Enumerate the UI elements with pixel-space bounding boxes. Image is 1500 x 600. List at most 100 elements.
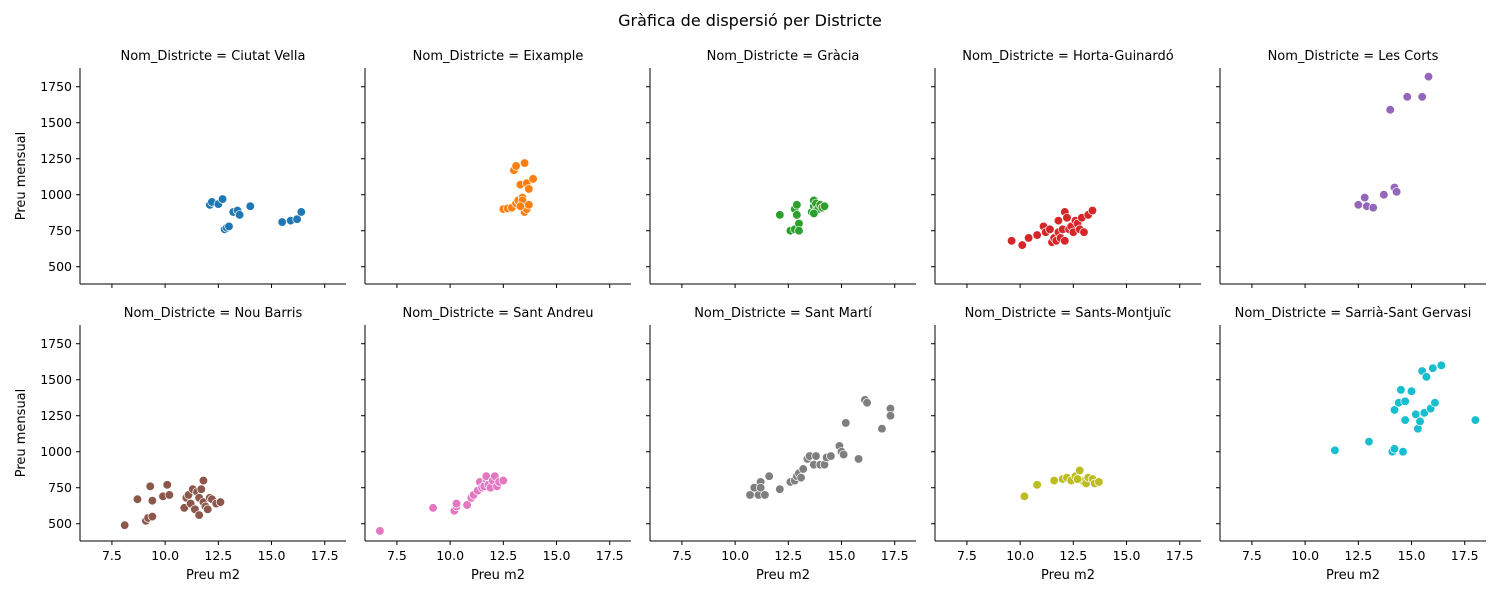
scatter-point <box>796 472 806 483</box>
x-tick-label: 15.0 <box>1398 548 1426 563</box>
x-axis-label: Preu m2 <box>1326 568 1380 583</box>
y-tick-label: 1750 <box>40 79 72 94</box>
scatter-point <box>877 424 887 434</box>
scatter-point <box>1017 240 1027 250</box>
scatter-point <box>1364 436 1374 447</box>
scatter-point <box>245 201 255 211</box>
scatter-point <box>1075 465 1085 476</box>
y-tick-label: 750 <box>48 480 72 495</box>
scatter-point <box>1385 105 1395 115</box>
facet-panel: Nom_Districte = Sants-Montjuïc 7.5 10.0 12.… <box>931 306 1201 583</box>
scatter-point <box>1389 405 1400 415</box>
panel-title: Nom_Districte = Sants-Montjuïc <box>965 306 1172 321</box>
x-axis-label: Preu m2 <box>471 568 525 583</box>
scatter-point <box>1062 213 1072 223</box>
panel-title: Nom_Districte = Horta-Guinardó <box>962 49 1173 64</box>
facet-panel: Nom_Districte = Sarrià-Sant Gervasi 7.5 10… <box>1216 306 1486 583</box>
x-tick-label: 10.0 <box>151 548 179 563</box>
x-tick-label: 7.5 <box>102 548 122 563</box>
scatter-point <box>756 483 766 493</box>
panel-title: Nom_Districte = Eixample <box>413 49 584 64</box>
scatter-point <box>524 184 534 194</box>
scatter-point <box>819 201 830 211</box>
facet-panel: Nom_Districte = Sant Martí 7.5 10.0 12.5 15.… <box>646 306 916 583</box>
x-tick-label: 15.0 <box>258 548 286 563</box>
scatter-point <box>132 494 143 504</box>
scatter-point <box>179 503 189 513</box>
panel-title: Nom_Districte = Sarrià-Sant Gervasi <box>1235 306 1472 321</box>
scatter-point <box>234 210 245 220</box>
scatter-point <box>809 208 819 219</box>
x-tick-label: 15.0 <box>828 548 856 563</box>
scatter-point <box>162 480 172 490</box>
y-tick-label: 750 <box>48 223 72 238</box>
scatter-point <box>1368 203 1378 213</box>
scatter-point <box>1423 71 1434 82</box>
scatter-point <box>145 481 155 491</box>
panel-title: Nom_Districte = Gràcia <box>707 49 860 64</box>
scatter-point <box>1049 475 1059 486</box>
y-tick-label: 1500 <box>40 372 72 387</box>
scatter-point <box>194 510 204 520</box>
x-tick-label: 12.5 <box>1344 548 1372 563</box>
y-tick-label: 1250 <box>40 151 72 166</box>
scatter-point <box>1417 92 1427 102</box>
x-tick-label: 12.5 <box>204 548 232 563</box>
scatter-point <box>147 511 158 522</box>
scatter-point <box>277 217 287 227</box>
scatter-point <box>1391 187 1402 197</box>
scatter-point <box>1402 92 1412 102</box>
scatter-point <box>1406 386 1417 396</box>
panel-title: Nom_Districte = Sant Martí <box>694 306 872 321</box>
scatter-point <box>147 496 158 506</box>
scatter-point <box>838 449 849 460</box>
y-tick-label: 1500 <box>40 115 72 130</box>
x-tick-label: 10.0 <box>1006 548 1034 563</box>
scatter-point <box>292 214 302 224</box>
scatter-point <box>1400 396 1410 406</box>
chart-title: Gràfica de dispersió per Districte <box>618 11 882 30</box>
scatter-point <box>1421 372 1432 382</box>
scatter-point <box>1419 408 1429 418</box>
panel-title: Nom_Districte = Nou Barris <box>124 306 303 321</box>
scatter-point <box>1079 227 1089 237</box>
facet-panel: Nom_Districte = Eixample <box>361 49 631 288</box>
x-tick-label: 10.0 <box>436 548 464 563</box>
panel-title: Nom_Districte = Ciutat Vella <box>121 49 306 64</box>
scatter-point <box>1436 360 1446 370</box>
x-tick-label: 12.5 <box>489 548 517 563</box>
scatter-point <box>798 464 808 474</box>
scatter-point <box>198 475 209 486</box>
scatter-point <box>524 200 534 210</box>
facet-panel: Nom_Districte = Ciutat Vella 500 750 1000 12… <box>14 49 346 288</box>
y-tick-label: 500 <box>48 259 72 274</box>
scatter-point <box>375 526 385 536</box>
scatter-point <box>164 490 175 500</box>
scatter-point <box>794 226 804 236</box>
scatter-point <box>196 484 206 494</box>
scatter-point <box>428 503 438 513</box>
facet-panels: Nom_Districte = Ciutat Vella 500 750 1000 12… <box>14 49 1486 583</box>
scatter-point <box>1398 447 1408 457</box>
y-tick-label: 500 <box>48 516 72 531</box>
facet-panel: Nom_Districte = Nou Barris 500 750 1000 1250… <box>14 306 346 583</box>
scatter-point <box>224 221 234 232</box>
scatter-point <box>760 490 770 500</box>
scatter-point <box>811 451 821 461</box>
scatter-point <box>1430 398 1440 408</box>
scatter-point <box>1019 491 1030 502</box>
scatter-point <box>1360 192 1370 203</box>
scatter-point <box>792 200 802 210</box>
scatter-point <box>296 207 306 217</box>
scatter-point <box>528 174 538 184</box>
scatter-point <box>1379 190 1389 200</box>
x-tick-label: 17.5 <box>1166 548 1194 563</box>
scatter-point <box>1045 224 1055 234</box>
y-tick-label: 1750 <box>40 336 72 351</box>
scatter-point <box>1353 200 1363 210</box>
x-tick-label: 12.5 <box>774 548 802 563</box>
y-axis-label: Preu mensual <box>14 389 29 478</box>
x-tick-label: 17.5 <box>311 548 339 563</box>
scatter-point <box>1006 236 1017 246</box>
